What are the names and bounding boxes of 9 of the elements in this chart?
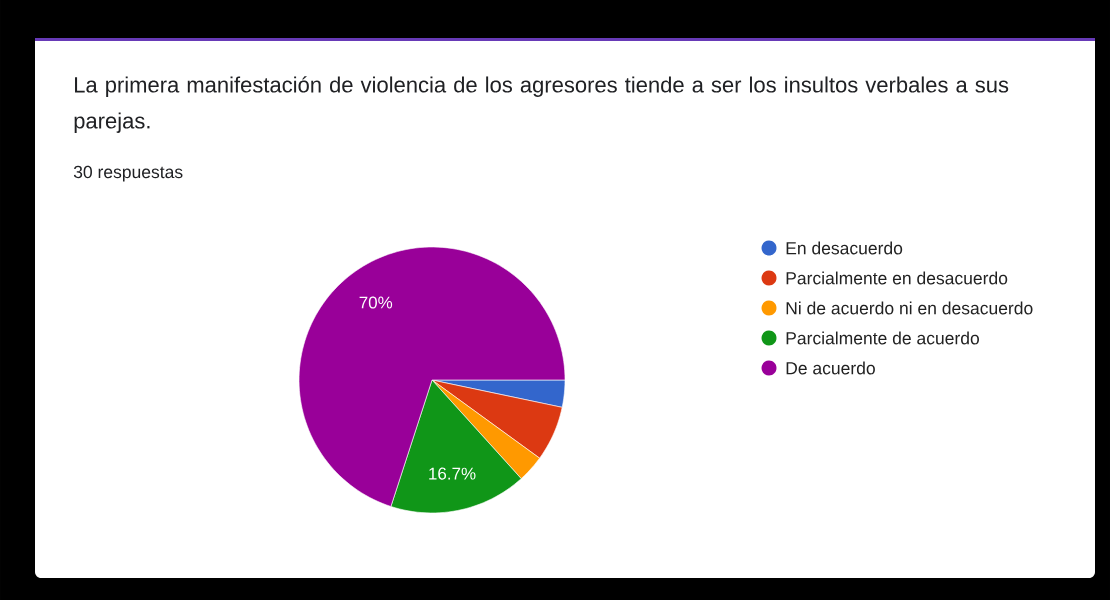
legend-label: Parcialmente en desacuerdo bbox=[786, 271, 1008, 285]
data-label: 16.7% bbox=[429, 467, 476, 480]
chart-title: La primera manifestación de violencia de los agresores tiende a ser los insultos verbales a sus parejas. bbox=[74, 76, 1009, 133]
legend-label: Ni de acuerdo ni en desacuerdo bbox=[786, 301, 1033, 315]
text: 30 respuestas bbox=[73, 165, 183, 182]
legend-label: En desacuerdo bbox=[786, 241, 903, 255]
legend-label: Parcialmente de acuerdo bbox=[786, 331, 979, 345]
data-label: 70% bbox=[359, 296, 393, 309]
legend-label: De acuerdo bbox=[786, 361, 875, 375]
